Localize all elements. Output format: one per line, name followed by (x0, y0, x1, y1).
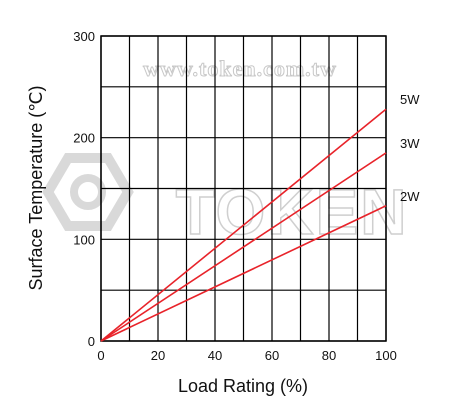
series-line-5w (100, 108, 387, 342)
x-tick-label: 0 (97, 348, 104, 363)
y-tick-label: 0 (88, 334, 95, 349)
series-line-3w (100, 152, 387, 342)
x-tick-label: 100 (375, 348, 397, 363)
grid (100, 35, 387, 342)
x-tick-label: 80 (322, 348, 336, 363)
tick-labels: 0 20 40 60 80 100 0 100 200 300 (73, 29, 397, 363)
series-group (100, 108, 387, 342)
series-line-2w (100, 205, 387, 342)
series-labels: 5W 3W 2W (400, 92, 420, 204)
watermark: www.token.com.tw TOKEN (42, 56, 407, 249)
y-tick-label: 200 (73, 131, 95, 146)
x-tick-label: 40 (208, 348, 222, 363)
watermark-logo-icon (42, 153, 134, 231)
y-tick-label: 100 (73, 232, 95, 247)
y-axis-title: Surface Temperature (℃) (26, 86, 46, 291)
series-label-5w: 5W (400, 92, 420, 107)
watermark-url: www.token.com.tw (143, 56, 337, 81)
x-tick-label: 20 (151, 348, 165, 363)
series-label-3w: 3W (400, 136, 420, 151)
y-tick-label: 300 (73, 29, 95, 44)
x-tick-label: 60 (265, 348, 279, 363)
series-label-2w: 2W (400, 189, 420, 204)
plot-frame (100, 35, 387, 342)
x-axis-title: Load Rating (%) (178, 376, 308, 396)
